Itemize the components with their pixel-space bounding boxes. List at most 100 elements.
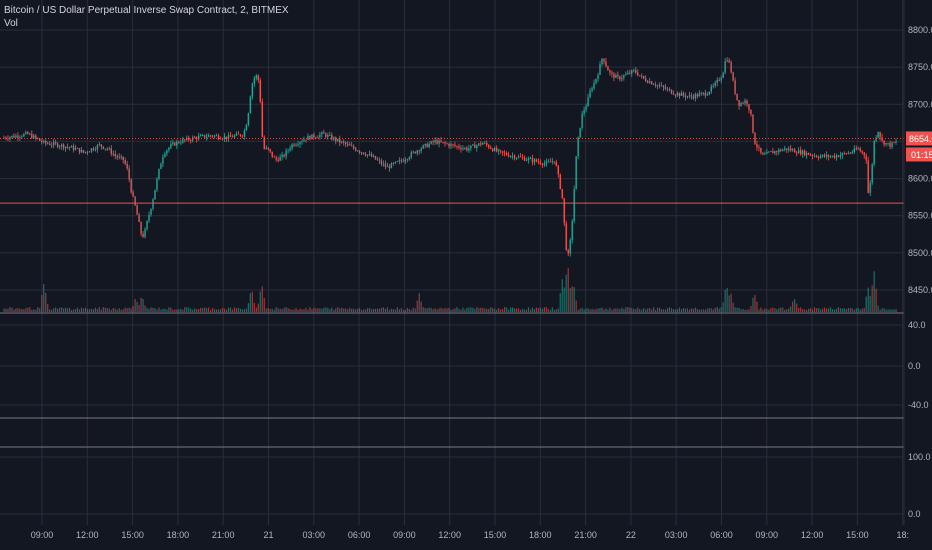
candle-body <box>869 182 871 193</box>
volume-bar <box>660 309 663 312</box>
candle-body <box>360 152 363 154</box>
candle-body <box>470 145 472 149</box>
volume-bar <box>712 309 714 312</box>
volume-indicator-label[interactable]: Vol <box>4 18 18 29</box>
volume-bar <box>511 307 514 312</box>
candle-body <box>680 92 683 96</box>
volume-bar <box>349 307 351 312</box>
volume-bar <box>368 307 371 312</box>
volume-bar <box>3 308 5 312</box>
volume-bar <box>390 308 392 312</box>
candle-body <box>162 156 164 164</box>
volume-bar <box>748 309 750 312</box>
volume-bar <box>243 309 245 312</box>
time-tick-label: 18:00 <box>167 530 190 540</box>
candle-body <box>436 140 438 144</box>
candle-body <box>738 100 740 107</box>
candle-body <box>849 152 852 154</box>
volume-bar <box>128 307 130 312</box>
candle-body <box>440 140 442 143</box>
volume-bar <box>331 307 333 312</box>
candle-body <box>652 84 655 86</box>
volume-bar <box>394 309 396 312</box>
price-tick-label: 8700.0 <box>908 99 932 109</box>
volume-bar <box>718 308 720 312</box>
volume-bar <box>778 308 780 312</box>
candle-body <box>358 151 361 153</box>
volume-bar <box>221 308 224 312</box>
candle-body <box>203 134 206 138</box>
candle-body <box>341 141 343 143</box>
time-axis[interactable]: 09:00 12:00 15:00 18:00 21:00 21 03:00 06:00 09:… <box>31 530 909 540</box>
candle-body <box>694 94 697 99</box>
volume-bar <box>255 307 257 312</box>
time-tick-label: 18: <box>896 530 909 540</box>
candle-body <box>29 133 31 135</box>
volume-bar <box>100 309 102 312</box>
candle-body <box>164 153 166 157</box>
volume-bar <box>166 309 168 312</box>
candle-body <box>646 81 649 83</box>
volume-bar <box>146 307 148 312</box>
volume-bar <box>269 308 271 312</box>
volume-bar <box>303 309 305 312</box>
candle-body <box>523 157 526 161</box>
candle-body <box>674 94 677 96</box>
candle-body <box>154 189 156 200</box>
candle-body <box>499 150 502 152</box>
candle-body <box>593 82 595 89</box>
volume-bar <box>541 308 543 312</box>
volume-bar <box>45 292 47 312</box>
candle-body <box>307 135 309 140</box>
volume-bar <box>271 308 273 312</box>
volume-bar <box>198 309 200 312</box>
volume-bar <box>786 309 788 312</box>
volume-bar <box>444 307 446 312</box>
volume-bar <box>41 294 43 312</box>
candle-body <box>350 145 353 147</box>
volume-bar <box>148 309 150 312</box>
candle-body <box>43 140 45 143</box>
candle-body <box>150 208 152 215</box>
volume-bar <box>361 309 363 312</box>
volume-bar <box>434 308 436 312</box>
candle-body <box>140 222 142 234</box>
candle-body <box>740 102 742 107</box>
volume-bar <box>178 309 180 312</box>
candle-body <box>549 161 552 163</box>
candle-body <box>827 154 830 157</box>
volume-bar <box>86 309 89 312</box>
volume-bar <box>15 308 17 312</box>
candle-body <box>192 137 194 141</box>
candle-body <box>529 158 532 160</box>
volume-bar <box>114 308 116 312</box>
volume-bar <box>617 308 619 312</box>
volume-bar <box>565 274 567 312</box>
volume-bar <box>66 308 69 312</box>
volume-bar <box>299 308 301 312</box>
volume-bar <box>730 293 732 312</box>
candle-body <box>116 156 118 158</box>
candle-body <box>873 140 875 165</box>
candle-body <box>456 146 458 147</box>
symbol-title[interactable]: Bitcoin / US Dollar Perpetual Inverse Sw… <box>4 5 289 16</box>
volume-bar <box>762 309 764 312</box>
horizontal-price-line[interactable] <box>0 138 904 204</box>
candle-body <box>664 87 667 90</box>
volume-bar <box>867 287 869 312</box>
candle-body <box>180 142 182 144</box>
candle-body <box>573 189 575 222</box>
volume-bar <box>498 307 500 312</box>
volume-bar <box>563 287 565 312</box>
pane-separators[interactable] <box>0 0 905 525</box>
volume-bar <box>327 307 329 312</box>
volume-bar <box>895 308 897 312</box>
time-tick-label: 21:00 <box>212 530 235 540</box>
candle-body <box>513 155 516 159</box>
candle-body <box>339 138 341 143</box>
volume-bar <box>249 293 251 312</box>
candle-body <box>271 151 273 157</box>
volume-bar <box>110 309 112 312</box>
candle-body <box>686 96 689 98</box>
